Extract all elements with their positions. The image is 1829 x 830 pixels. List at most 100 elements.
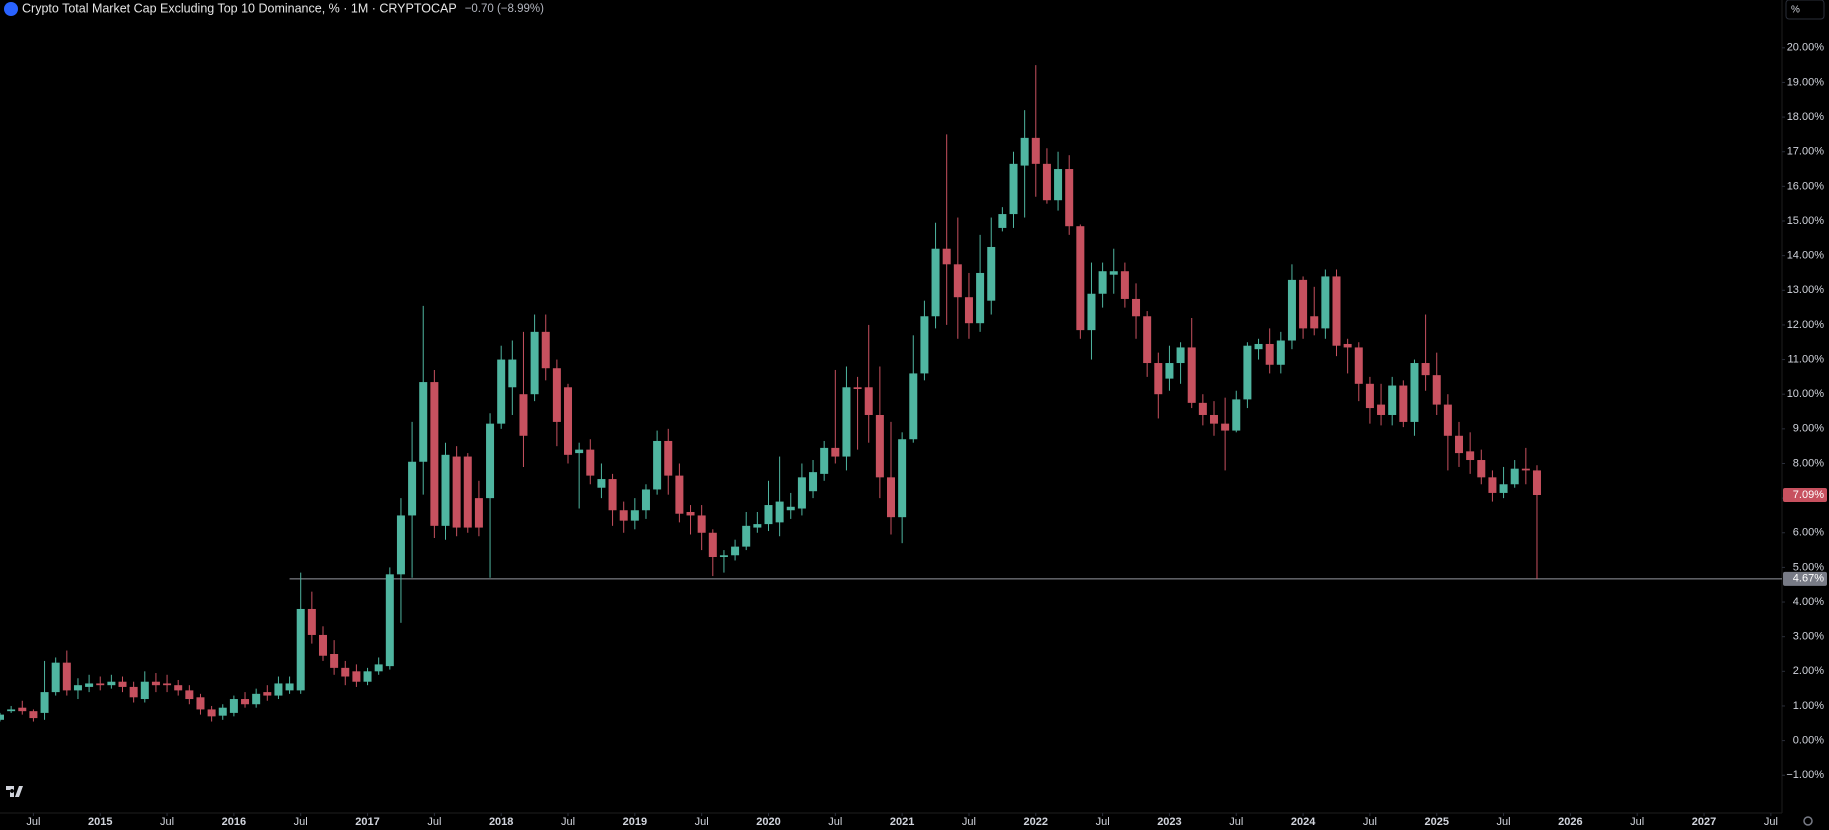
candle-body [786, 506, 795, 511]
candle-body [775, 501, 784, 523]
scale-button-label[interactable]: % [1791, 5, 1800, 16]
candle-body [541, 331, 550, 369]
y-tick-label: 1.00% [1793, 700, 1824, 712]
candle-body [1321, 276, 1330, 329]
candle-body [1343, 343, 1352, 348]
candle-body [1432, 375, 1441, 405]
last-price-label: 7.09% [1793, 489, 1824, 501]
y-tick-label: 4.00% [1793, 596, 1824, 608]
y-tick-label: 17.00% [1787, 146, 1825, 158]
x-tick-label: Jul [962, 816, 976, 828]
candle-body [1232, 399, 1241, 431]
x-tick-label: Jul [160, 816, 174, 828]
candle-body [1532, 470, 1541, 496]
x-tick-label: Jul [561, 816, 575, 828]
candle-body [708, 532, 717, 558]
y-tick-label: 0.00% [1793, 735, 1824, 747]
candle-body [1377, 404, 1386, 415]
x-tick-label: 2024 [1291, 816, 1316, 828]
y-tick-label: 5.00% [1793, 561, 1824, 573]
candle-body [764, 505, 773, 525]
candle-body [1042, 163, 1051, 201]
candle-body [85, 683, 94, 687]
candle-body [1009, 163, 1018, 215]
candle-body [976, 272, 985, 324]
x-tick-label: Jul [828, 816, 842, 828]
candle-body [62, 662, 71, 691]
candle-body [1265, 343, 1274, 365]
candle-body [842, 387, 851, 457]
candle-body [1087, 293, 1096, 331]
candle-body [753, 524, 762, 528]
candle-body [51, 662, 60, 693]
candle-body [452, 456, 461, 528]
candle-body [1354, 347, 1363, 384]
candle-body [129, 686, 138, 698]
candle-body [419, 382, 428, 462]
candle-body [1221, 423, 1230, 431]
candle-body [1488, 477, 1497, 493]
candle-body [263, 692, 272, 696]
candle-body [809, 472, 818, 492]
candle-body [218, 707, 227, 716]
candle-body [196, 697, 205, 710]
candle-body [163, 683, 172, 686]
candle-body [1143, 316, 1152, 364]
candle-body [185, 690, 194, 700]
y-tick-label: 15.00% [1787, 215, 1825, 227]
candle-body [586, 449, 595, 476]
candle-body [1332, 276, 1341, 346]
x-tick-label: 2016 [222, 816, 246, 828]
candle-body [430, 382, 439, 526]
x-tick-label: Jul [1096, 816, 1110, 828]
candle-body [274, 683, 283, 696]
x-tick-label: 2015 [88, 816, 112, 828]
candle-body [1187, 347, 1196, 403]
x-tick-label: Jul [1764, 816, 1778, 828]
settings-icon[interactable] [1803, 816, 1813, 826]
candle-body [864, 387, 873, 415]
candle-body [719, 555, 728, 558]
candle-body [40, 692, 49, 713]
candle-body [898, 439, 907, 518]
candle-body [1276, 340, 1285, 365]
candle-body [953, 264, 962, 298]
candle-body [1510, 468, 1519, 485]
candle-body [731, 546, 740, 556]
candle-body [697, 515, 706, 533]
candle-body [1521, 468, 1530, 471]
candle-body [1499, 484, 1508, 493]
x-tick-label: 2020 [756, 816, 780, 828]
candle-body [1466, 451, 1475, 461]
x-tick-label: 2018 [489, 816, 513, 828]
candle-body [608, 479, 617, 511]
x-tick-label: 2027 [1692, 816, 1716, 828]
x-tick-label: Jul [695, 816, 709, 828]
x-tick-label: 2021 [890, 816, 914, 828]
candle-body [887, 477, 895, 518]
scale-button[interactable] [1785, 0, 1825, 20]
candle-body [1254, 343, 1263, 350]
candle-body [675, 475, 684, 514]
candle-body [174, 685, 183, 691]
x-tick-label: 2025 [1424, 816, 1448, 828]
candle-body [564, 387, 573, 455]
candle-body [931, 248, 940, 317]
candle-body [307, 608, 316, 635]
x-tick-label: 2023 [1157, 816, 1181, 828]
hline-badge [1783, 571, 1827, 586]
candle-body [441, 454, 450, 526]
candle-body [987, 246, 996, 301]
candle-body [385, 574, 394, 667]
candle-body [1020, 137, 1029, 166]
candle-body [1165, 363, 1174, 379]
candle-body [1120, 271, 1129, 299]
candle-body [374, 664, 383, 672]
candle-body [619, 510, 628, 521]
candle-body [519, 394, 528, 436]
candle-body [1198, 402, 1207, 415]
candle-body [1455, 435, 1464, 454]
candle-body [1154, 363, 1163, 395]
candle-body [875, 414, 884, 478]
